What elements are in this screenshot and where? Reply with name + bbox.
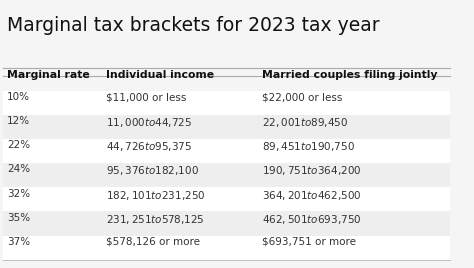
Text: 24%: 24% bbox=[7, 165, 30, 174]
Text: Marginal tax brackets for 2023 tax year: Marginal tax brackets for 2023 tax year bbox=[7, 16, 380, 35]
Bar bbox=[3, 139, 450, 163]
Text: $364,201 to $462,500: $364,201 to $462,500 bbox=[262, 189, 362, 202]
Bar bbox=[3, 236, 450, 260]
Text: 32%: 32% bbox=[7, 189, 30, 199]
Text: 12%: 12% bbox=[7, 116, 30, 126]
Text: $11,000 or less: $11,000 or less bbox=[106, 92, 186, 102]
Text: 22%: 22% bbox=[7, 140, 30, 150]
Text: Marginal rate: Marginal rate bbox=[7, 70, 90, 80]
Text: $231,251 to $578,125: $231,251 to $578,125 bbox=[106, 213, 204, 226]
Bar bbox=[3, 91, 450, 115]
Bar bbox=[3, 115, 450, 139]
Text: $578,126 or more: $578,126 or more bbox=[106, 237, 200, 247]
Text: $11,000 to $44,725: $11,000 to $44,725 bbox=[106, 116, 192, 129]
Text: $462,501 to $693,750: $462,501 to $693,750 bbox=[262, 213, 362, 226]
Text: 35%: 35% bbox=[7, 213, 30, 223]
Text: $89,451 to $190,750: $89,451 to $190,750 bbox=[262, 140, 355, 153]
Text: 10%: 10% bbox=[7, 92, 30, 102]
Bar bbox=[3, 187, 450, 211]
Text: $693,751 or more: $693,751 or more bbox=[262, 237, 356, 247]
Bar bbox=[3, 211, 450, 236]
Text: $22,001 to $89,450: $22,001 to $89,450 bbox=[262, 116, 348, 129]
Text: $44,726 to $95,375: $44,726 to $95,375 bbox=[106, 140, 192, 153]
Text: $190,751 to $364,200: $190,751 to $364,200 bbox=[262, 165, 362, 177]
Text: Married couples filing jointly: Married couples filing jointly bbox=[262, 70, 438, 80]
Text: $182,101 to $231,250: $182,101 to $231,250 bbox=[106, 189, 205, 202]
Text: Individual income: Individual income bbox=[106, 70, 214, 80]
Text: $22,000 or less: $22,000 or less bbox=[262, 92, 343, 102]
Text: $95,376 to $182,100: $95,376 to $182,100 bbox=[106, 165, 199, 177]
Bar bbox=[3, 163, 450, 187]
Text: 37%: 37% bbox=[7, 237, 30, 247]
